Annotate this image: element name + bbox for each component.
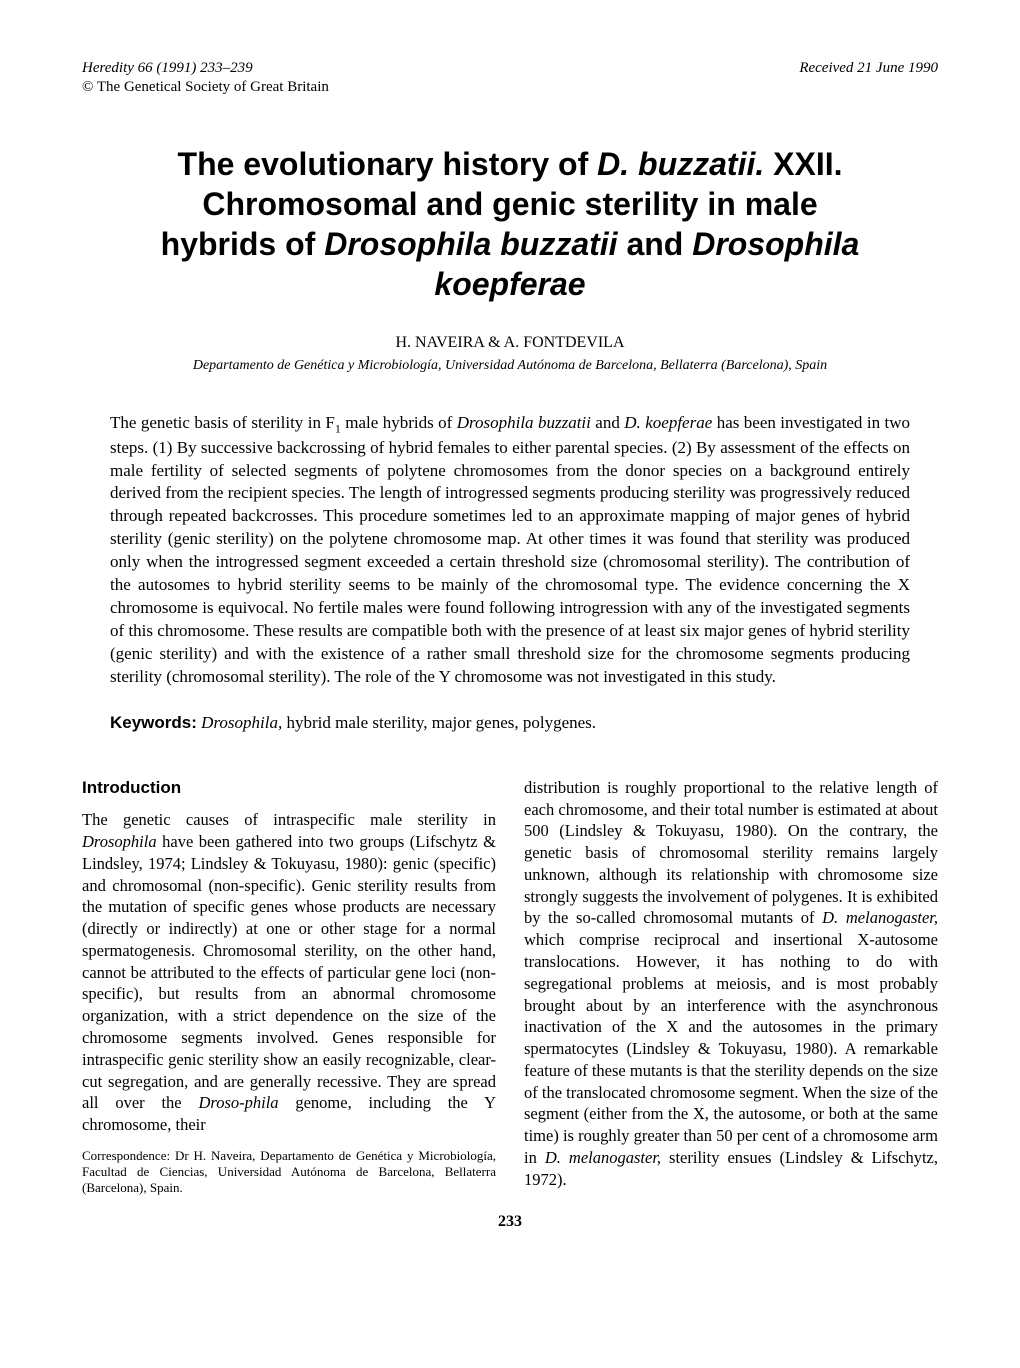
- intro-species: D. melanogaster,: [545, 1148, 661, 1167]
- article-title: The evolutionary history of D. buzzatii.…: [82, 144, 938, 304]
- title-text: The evolutionary history of: [178, 146, 598, 182]
- title-line3-pre: hybrids of: [161, 226, 325, 262]
- intro-text: which comprise reciprocal and insertiona…: [524, 930, 938, 1167]
- title-line2: Chromosomal and genic sterility in male: [202, 186, 817, 222]
- title-numeral: XXII.: [764, 146, 842, 182]
- keywords-italic: Drosophila,: [201, 713, 282, 732]
- abstract-body: has been investigated in two steps. (1) …: [110, 413, 910, 686]
- intro-text: distribution is roughly proportional to …: [524, 778, 938, 928]
- affiliation: Departamento de Genética y Microbiología…: [82, 358, 938, 374]
- abstract-species: Drosophila buzzatii: [457, 413, 591, 432]
- keywords-list: hybrid male sterility, major genes, poly…: [282, 713, 596, 732]
- intro-species: Drosophila: [82, 832, 157, 851]
- abstract-text: The genetic basis of sterility in F: [110, 413, 335, 432]
- copyright-notice: © The Genetical Society of Great Britain: [82, 79, 938, 96]
- page-number: 233: [82, 1213, 938, 1231]
- intro-text: have been gathered into two groups (Lifs…: [82, 832, 496, 1112]
- abstract-species: D. koepferae: [624, 413, 712, 432]
- intro-species: D. melanogaster,: [822, 908, 938, 927]
- title-species2: Drosophila buzzatii: [324, 226, 617, 262]
- header-row: Heredity 66 (1991) 233–239 Received 21 J…: [82, 60, 938, 77]
- abstract: The genetic basis of sterility in F1 mal…: [110, 412, 910, 689]
- title-species3: Drosophila: [692, 226, 859, 262]
- abstract-text: and: [591, 413, 624, 432]
- body-columns: Introduction The genetic causes of intra…: [82, 777, 938, 1197]
- keywords-label: Keywords:: [110, 713, 197, 732]
- intro-species: Droso-phila: [198, 1093, 278, 1112]
- received-date: Received 21 June 1990: [799, 60, 938, 77]
- right-column: distribution is roughly proportional to …: [524, 777, 938, 1197]
- keywords: Keywords: Drosophila, hybrid male steril…: [110, 713, 910, 733]
- introduction-paragraph: The genetic causes of intraspecific male…: [82, 809, 496, 1135]
- title-species: D. buzzatii.: [597, 146, 764, 182]
- correspondence-note: Correspondence: Dr H. Naveira, Departame…: [82, 1148, 496, 1197]
- title-line3-mid: and: [618, 226, 693, 262]
- abstract-text: male hybrids of: [341, 413, 457, 432]
- left-column: Introduction The genetic causes of intra…: [82, 777, 496, 1197]
- title-species4: koepferae: [434, 266, 585, 302]
- intro-text: The genetic causes of intraspecific male…: [82, 810, 496, 829]
- authors: H. NAVEIRA & A. FONTDEVILA: [82, 334, 938, 352]
- journal-reference: Heredity 66 (1991) 233–239: [82, 60, 253, 77]
- introduction-paragraph-cont: distribution is roughly proportional to …: [524, 777, 938, 1191]
- introduction-heading: Introduction: [82, 777, 496, 799]
